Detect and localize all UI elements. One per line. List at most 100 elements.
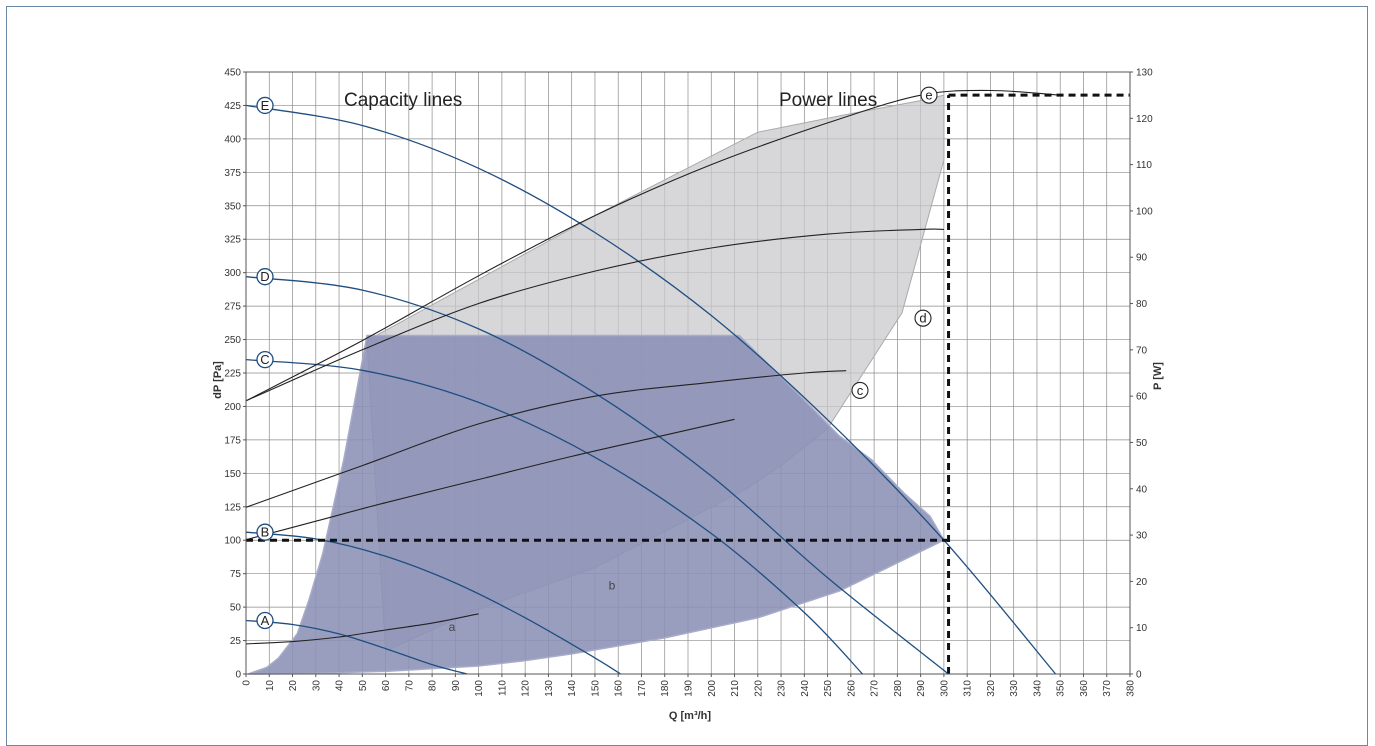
x-tick-label: 240 [800, 680, 811, 697]
x-tick-label: 130 [544, 680, 555, 697]
capacity-curve-c [245, 358, 863, 675]
capacity-label: D [260, 269, 269, 284]
y2-tick-label: 50 [1136, 438, 1148, 449]
y-tick-label: 50 [230, 603, 242, 614]
capacity-lines-title: Capacity lines [344, 90, 462, 111]
y-tick-label: 350 [224, 201, 241, 212]
y-tick-label: 200 [224, 402, 241, 413]
y-tick-label: 150 [224, 469, 241, 480]
x-tick-label: 60 [381, 680, 392, 692]
capacity-label-circle [256, 96, 274, 115]
capacity-label-circle [256, 268, 274, 286]
y-tick-label: 300 [224, 268, 241, 279]
power-label: a [449, 620, 456, 634]
x-tick-label: 40 [335, 680, 346, 692]
capacity-label-circle [256, 350, 274, 369]
x-tick-label: 360 [1079, 680, 1090, 697]
y-tick-label: 75 [230, 569, 242, 580]
y-tick-label: 400 [224, 134, 241, 145]
x-tick-label: 100 [474, 680, 485, 697]
curve-labels: A B C D Ea b c d e [256, 86, 938, 634]
y2-tick-label: 130 [1136, 68, 1153, 79]
y2-tick-label: 80 [1136, 299, 1148, 310]
x-tick-label: 350 [1056, 680, 1067, 697]
x-tick-label: 310 [963, 680, 974, 697]
x-tick-label: 250 [823, 680, 834, 697]
y2-tick-label: 40 [1136, 484, 1148, 495]
capacity-label: A [261, 613, 270, 628]
y2-tick-label: 30 [1136, 531, 1148, 542]
power-label-circle [920, 86, 938, 104]
x-tick-label: 50 [358, 680, 369, 692]
y-tick-label: 0 [235, 670, 241, 681]
y-tick-label: 375 [224, 168, 241, 179]
x-tick-label: 270 [870, 680, 881, 697]
power-curve-e [245, 89, 1061, 402]
y2-tick-label: 70 [1136, 345, 1148, 356]
x-tick-label: 70 [404, 680, 415, 692]
x-tick-label: 20 [288, 680, 299, 692]
y-tick-label: 250 [224, 335, 241, 346]
x-tick-label: 260 [846, 680, 857, 697]
x-tick-label: 120 [521, 680, 532, 697]
y-tick-label: 125 [224, 502, 241, 513]
y2-tick-label: 120 [1136, 114, 1153, 125]
x-tick-label: 160 [614, 680, 625, 697]
y2-tick-label: 0 [1136, 670, 1142, 681]
shaded-areas [248, 94, 945, 675]
x-tick-label: 170 [637, 680, 648, 697]
capacity-label-circle [256, 611, 274, 630]
x-tick-label: 280 [893, 680, 904, 697]
x-axis-title: Q [m³/h] [669, 710, 711, 722]
capacity-label: B [261, 525, 270, 540]
x-tick-label: 300 [939, 680, 950, 697]
axes: 0 10 20 30 40 50 60 70 80 90 100 110 120 130 140 150 160… [224, 68, 1153, 697]
y-tick-label: 25 [230, 636, 242, 647]
capacity-curve-a [245, 619, 468, 675]
x-tick-label: 0 [242, 680, 253, 686]
power-lines-title: Power lines [779, 90, 877, 111]
power-label: d [919, 311, 926, 326]
y-tick-label: 425 [224, 101, 241, 112]
x-tick-label: 230 [777, 680, 788, 697]
x-tick-label: 320 [986, 680, 997, 697]
y-axis-title: dP [Pa] [212, 361, 224, 399]
y2-tick-label: 10 [1136, 623, 1148, 634]
y-tick-label: 100 [224, 536, 241, 547]
y2-tick-label: 90 [1136, 253, 1148, 264]
power-label-circle [914, 309, 932, 327]
y2-tick-label: 60 [1136, 392, 1148, 403]
capacity-label: C [260, 352, 269, 367]
x-tick-label: 200 [707, 680, 718, 697]
capacity-curve-b [245, 531, 621, 675]
y-tick-label: 175 [224, 435, 241, 446]
reference-lines [246, 93, 1130, 674]
y-tick-label: 450 [224, 68, 241, 79]
operating-area [248, 334, 945, 675]
power-label: c [857, 383, 864, 398]
x-tick-label: 190 [684, 680, 695, 697]
x-tick-label: 330 [1009, 680, 1020, 697]
y2-tick-label: 110 [1136, 160, 1152, 171]
y-tick-label: 275 [224, 302, 241, 313]
power-curve-c [245, 370, 847, 508]
x-tick-label: 80 [428, 680, 439, 692]
y-tick-label: 225 [224, 369, 241, 380]
x-tick-label: 210 [730, 680, 741, 697]
power-curve-b [245, 418, 735, 541]
power-label-circle [851, 381, 869, 399]
x-tick-label: 370 [1102, 680, 1113, 697]
x-tick-label: 150 [590, 680, 601, 697]
x-tick-label: 140 [567, 680, 578, 697]
y-tick-label: 325 [224, 235, 241, 246]
y2-axis-title: P [W] [1152, 362, 1164, 390]
x-tick-label: 220 [753, 680, 764, 697]
x-tick-label: 110 [497, 680, 508, 696]
capacity-label-circle [256, 523, 274, 541]
power-label: b [609, 579, 616, 593]
x-tick-label: 180 [660, 680, 671, 697]
power-curve-d [245, 228, 944, 402]
x-tick-label: 380 [1126, 680, 1137, 697]
power-label: e [925, 88, 932, 103]
capacity-label: E [261, 98, 270, 113]
